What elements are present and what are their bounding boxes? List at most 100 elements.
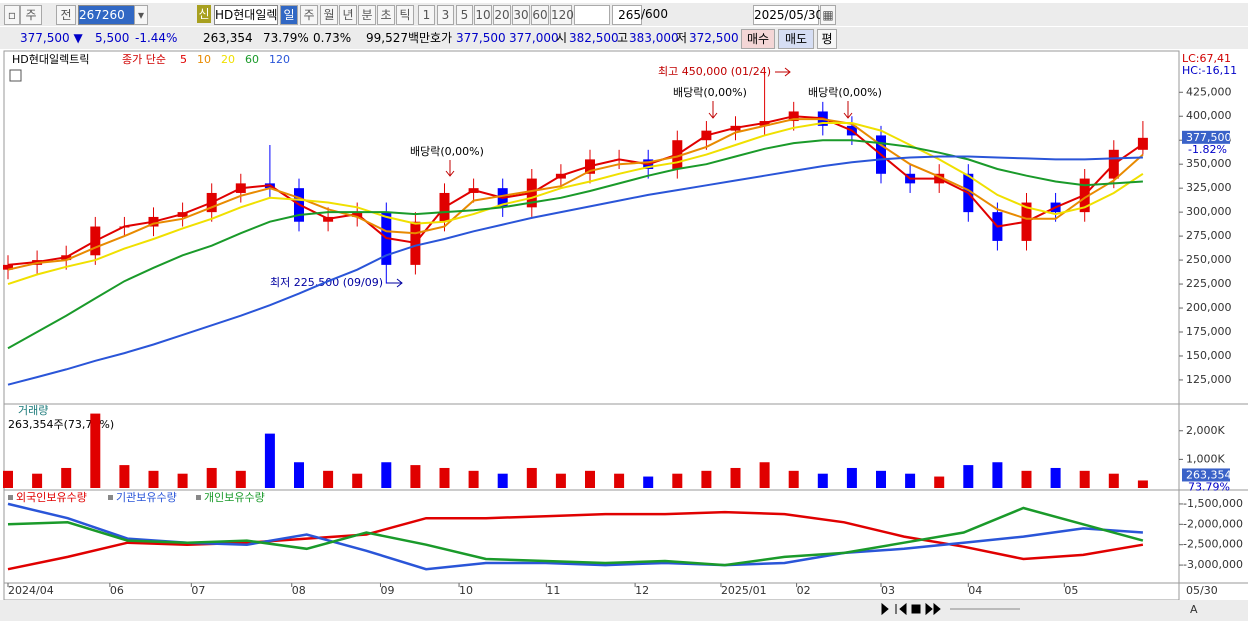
x-tick-label: 02 [797,584,811,597]
moving-average [7,155,1143,386]
volume-bar [352,473,363,488]
x-tick-label: 05 [1064,584,1078,597]
interval-button[interactable]: 년 [339,5,357,25]
moving-average [7,122,1144,286]
volume-bar [90,413,101,488]
unit-button[interactable]: 10 [474,5,492,25]
volume-bar [1108,473,1119,488]
count-input[interactable]: 265 [612,5,642,25]
x-tick-label: 2025/01 [721,584,767,597]
volume-bar [585,470,595,488]
scroll-controls[interactable] [881,602,941,616]
volume-bar [148,470,159,488]
y-tick-label: 2,000K [1186,424,1225,437]
volume-subtitle: 263,354주(73,79%) [8,418,114,431]
menu-button[interactable]: ▫ [4,5,20,25]
hc-label: HC:-16,11 [1182,64,1237,77]
y-tick-label: 250,000 [1186,253,1232,266]
unit-button[interactable]: 30 [512,5,530,25]
volume-bar [177,473,188,488]
volume-bar [439,467,450,488]
interval-button[interactable]: 분 [358,5,376,25]
y-tick-label: 1,000K [1186,452,1225,465]
font-button[interactable]: A [1190,603,1198,616]
volume-bar [3,470,13,488]
count-max: /600 [641,7,668,21]
x-tick-label: 03 [881,584,895,597]
y-tick-label: 125,000 [1186,373,1232,386]
volume-bar [1137,480,1148,488]
interval-button[interactable]: 초 [377,5,395,25]
volume-bar [905,473,916,488]
volume-bar [934,476,945,488]
holding-line [7,510,1144,571]
buy-button[interactable]: 매수 [741,29,775,49]
volume-bar [264,433,275,488]
legend-entry: 5 [180,53,187,66]
prev-button[interactable]: 전 [56,5,76,25]
legend-entry: 120 [269,53,290,66]
unit-button[interactable]: 5 [456,5,473,25]
legend-entry: 10 [197,53,211,66]
legend-entry: 외국인보유수량 [16,491,87,504]
interval-button[interactable]: 주 [300,5,318,25]
legend-entry: 20 [221,53,235,66]
volume-bar [788,470,799,488]
last-volume-label: 263,354 [1186,468,1232,481]
open: 382,500 [569,31,619,45]
date-input[interactable]: 2025/05/30 [753,5,823,25]
chart-subtitle: 종가 단순 [122,53,166,66]
interval-button[interactable]: 틱 [396,5,414,25]
volume-title: 거래량 [18,404,48,417]
volume-bar [701,470,712,488]
avg-button[interactable]: 평 [817,29,837,49]
high-arrow [775,67,791,77]
volume-bar [817,473,828,488]
y-tick-label: -1,500,000 [1183,497,1243,510]
unit-input[interactable] [574,5,610,25]
code-dropdown[interactable]: ▾ [134,5,148,25]
dividend-arrow [708,101,718,119]
legend-swatch [196,495,201,500]
x-tick-label: 12 [635,584,649,597]
chart-title: HD현대일렉트릭 [12,52,89,66]
volume-bar [1021,470,1032,488]
candle-body [1137,137,1148,150]
calendar-button[interactable]: ▦ [820,5,836,25]
interval-button[interactable]: 일 [280,5,298,25]
name-field[interactable]: HD현대일렉 [214,5,278,25]
table-icon[interactable] [9,69,22,82]
code-input[interactable]: 267260 [78,5,136,25]
unit-button[interactable]: 3 [437,5,454,25]
ask: 377,500 [456,31,506,45]
volume-bar [555,473,566,488]
y-tick-label: 350,000 [1186,157,1232,170]
holding-line [7,506,1144,567]
volume-bar [846,467,857,488]
low: 372,500 [689,31,739,45]
last-change-label: -1.82% [1188,143,1227,156]
unit-button[interactable]: 120 [550,5,574,25]
volume-bar [963,465,974,488]
volume-bar [672,473,683,488]
y-tick-label: 325,000 [1186,181,1232,194]
x-tick-label: 06 [110,584,124,597]
unit-button[interactable]: 1 [418,5,435,25]
legend-entry: 기관보유수량 [116,491,177,504]
volume-bar [497,473,508,488]
price: 377,500 ▼ [20,31,83,45]
x-tick-label: 2024/04 [8,584,54,597]
open-label: 시 [556,31,568,45]
toolbar: ▫ 주 전 267260 ▾ 신 HD현대일렉 일 주 월 년 분 초 틱 1 … [0,3,1248,26]
sell-button[interactable]: 매도 [778,29,814,49]
turnover: 0.73% [313,31,352,45]
volume-bar [32,473,43,488]
unit-button[interactable]: 60 [531,5,549,25]
y-tick-label: -2,000,000 [1183,517,1243,530]
period-select[interactable]: 주 [20,5,42,25]
interval-button[interactable]: 월 [320,5,338,25]
y-tick-label: 225,000 [1186,277,1232,290]
last-volume-ratio: 73.79% [1188,480,1230,493]
unit-button[interactable]: 20 [493,5,511,25]
